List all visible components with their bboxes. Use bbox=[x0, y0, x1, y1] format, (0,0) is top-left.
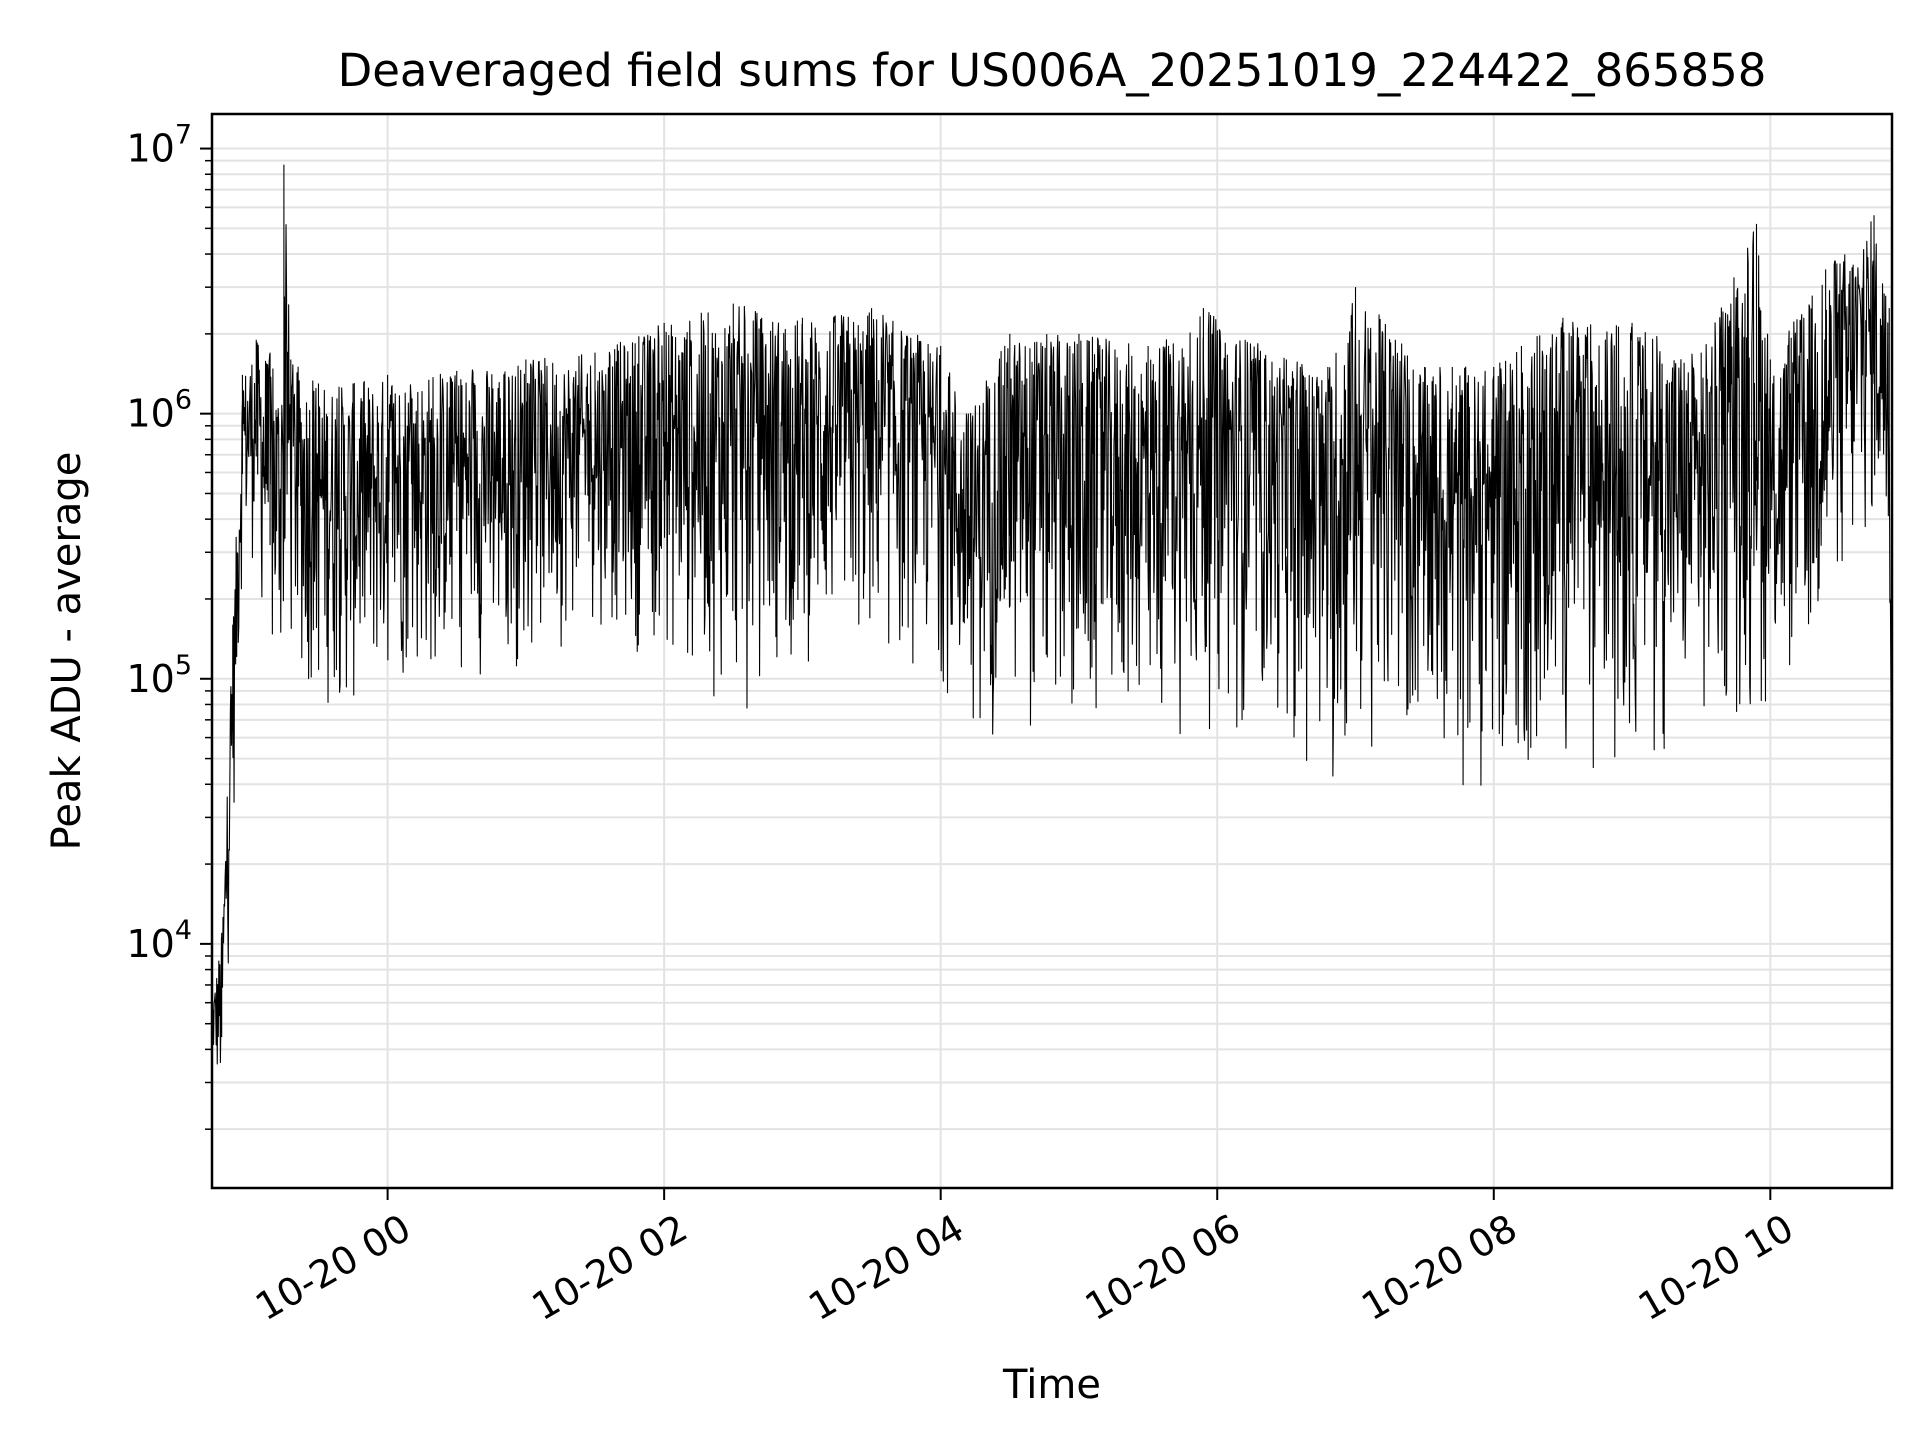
y-tick-label: 105 bbox=[126, 650, 192, 701]
y-axis-label: Peak ADU - average bbox=[44, 452, 90, 851]
x-axis-label: Time bbox=[1002, 1362, 1101, 1408]
series-line bbox=[211, 164, 1893, 1065]
series-layer bbox=[211, 164, 1893, 1065]
y-tick-label: 107 bbox=[126, 120, 192, 171]
chart-title: Deaveraged field sums for US006A_2025101… bbox=[338, 44, 1767, 97]
y-tick-label: 104 bbox=[126, 915, 192, 966]
y-tick-label: 106 bbox=[126, 385, 192, 436]
plot-frame bbox=[210, 112, 1894, 1190]
